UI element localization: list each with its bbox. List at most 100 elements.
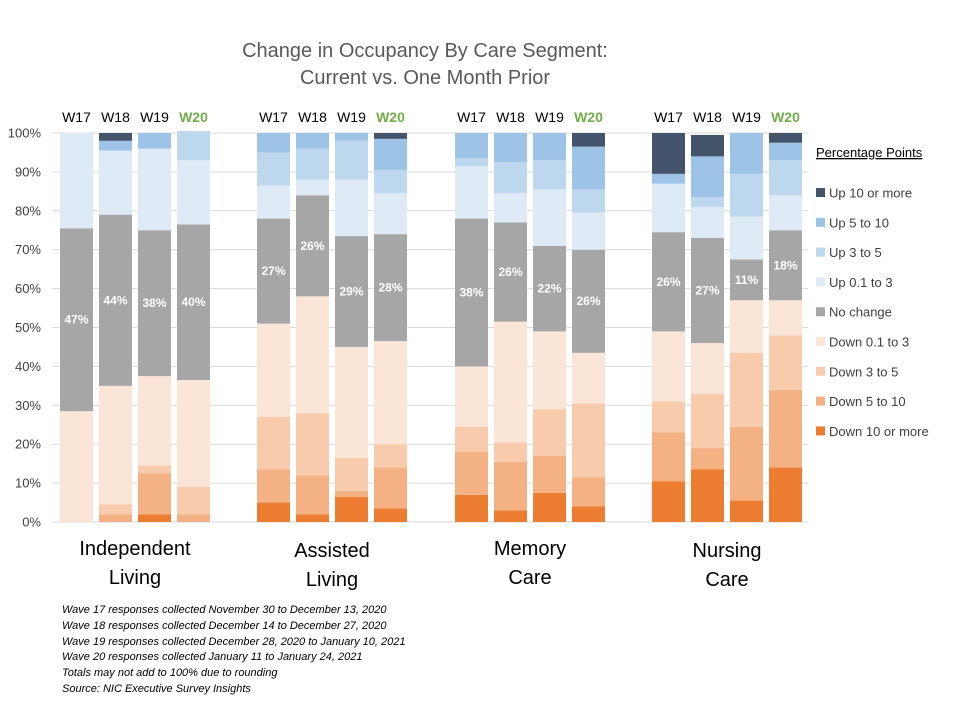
bar-segment xyxy=(691,238,724,344)
bar-segment xyxy=(296,514,329,522)
bar-segment xyxy=(99,140,132,151)
bar-segment xyxy=(455,133,488,159)
chart-title-line-1: Change in Occupancy By Care Segment: xyxy=(242,40,608,62)
bar-segment xyxy=(99,385,132,505)
bar-segment xyxy=(494,321,527,443)
bar-segment xyxy=(177,224,210,381)
bar-segment xyxy=(374,169,407,194)
y-tick-label: 40% xyxy=(15,359,41,374)
legend-swatch xyxy=(816,277,825,287)
bar-segment xyxy=(769,335,802,390)
y-tick-label: 10% xyxy=(15,476,41,491)
footnote-source: Source: NIC Executive Survey Insights xyxy=(62,682,251,695)
y-tick-label: 20% xyxy=(15,437,41,452)
legend-label: Up 5 to 10 xyxy=(829,215,889,230)
bar-segment xyxy=(257,152,290,186)
bar-segment xyxy=(494,222,527,322)
bar-segment xyxy=(730,300,763,353)
bar-segment xyxy=(691,156,724,198)
group-label: Care xyxy=(508,567,551,589)
data-label: 26% xyxy=(498,265,522,279)
legend-swatch xyxy=(816,307,825,317)
bar-segment xyxy=(374,341,407,445)
bar-segment xyxy=(296,475,329,515)
bar-segment xyxy=(177,380,210,487)
data-label: 26% xyxy=(300,239,324,253)
wave-label: W19 xyxy=(337,109,366,125)
wave-label: W18 xyxy=(693,109,722,125)
footnote-wave-19: Wave 19 responses collected December 28,… xyxy=(62,635,406,648)
legend-title: Percentage Points xyxy=(816,145,923,160)
bar-segment xyxy=(730,500,763,522)
bar-segment xyxy=(335,496,368,522)
data-label: 26% xyxy=(656,275,680,289)
bar-segment xyxy=(533,245,566,332)
y-tick-label: 80% xyxy=(15,203,41,218)
bar-segment xyxy=(138,230,171,377)
bar-segment xyxy=(652,401,685,433)
data-label: 28% xyxy=(378,281,402,295)
bar-segment xyxy=(730,259,763,301)
bar-segment xyxy=(455,426,488,452)
bar-segment xyxy=(374,138,407,170)
data-label: 44% xyxy=(103,293,127,307)
bar-segment xyxy=(296,133,329,149)
bar-segment xyxy=(60,133,93,229)
bar-segment xyxy=(99,214,132,386)
data-label: 26% xyxy=(576,294,600,308)
group-label: Care xyxy=(705,569,748,591)
bar-segment xyxy=(296,179,329,196)
legend-label: Down 0.1 to 3 xyxy=(829,335,909,350)
wave-label: W20 xyxy=(376,109,405,125)
bar-segment xyxy=(257,218,290,324)
wave-label: W17 xyxy=(259,109,288,125)
bar-segment xyxy=(769,230,802,301)
bar-group: 26% W17 27% W18 11% W19 18% W20 Nursing Care xyxy=(652,109,802,591)
y-tick-label: 100% xyxy=(8,126,42,141)
bar-segment xyxy=(374,467,407,509)
bar-segment xyxy=(533,492,566,522)
bar-segment xyxy=(455,451,488,495)
footnote-wave-17: Wave 17 responses collected November 30 … xyxy=(62,604,387,616)
bar-segment xyxy=(99,514,132,522)
bar-group: 27% W17 26% W18 29% W19 28% W20 Assisted Living xyxy=(257,109,407,591)
bar-segment xyxy=(374,193,407,235)
bar-segment xyxy=(769,300,802,336)
bar-segment xyxy=(138,514,171,522)
bar-segment xyxy=(769,389,802,468)
legend-swatch xyxy=(816,247,825,257)
bar-segment xyxy=(691,206,724,239)
bar-segment xyxy=(335,133,368,141)
bar-segment xyxy=(335,490,368,497)
data-label: 38% xyxy=(459,285,483,299)
legend-swatch xyxy=(816,426,825,436)
y-tick-label: 70% xyxy=(15,242,41,257)
bar-segment xyxy=(257,416,290,470)
bar-segment xyxy=(296,413,329,476)
y-tick-label: 90% xyxy=(15,164,41,179)
bar-segment xyxy=(652,432,685,482)
y-tick-label: 30% xyxy=(15,398,41,413)
group-label: Living xyxy=(109,567,161,589)
bar-segment xyxy=(257,469,290,503)
bar-segment xyxy=(494,442,527,462)
legend-label: Down 5 to 10 xyxy=(829,394,906,409)
bar-segment xyxy=(572,146,605,190)
bar-segment xyxy=(572,352,605,404)
bar-segment xyxy=(177,160,210,225)
legend-swatch xyxy=(816,366,825,376)
legend-label: Down 10 or more xyxy=(829,424,929,439)
data-label: 38% xyxy=(142,296,166,310)
legend-label: Up 3 to 5 xyxy=(829,245,882,260)
data-label: 27% xyxy=(261,264,285,278)
bar-segment xyxy=(572,477,605,507)
bar-segment xyxy=(177,131,210,161)
bar-segment xyxy=(691,448,724,470)
wave-label: W19 xyxy=(732,109,761,125)
legend-swatch xyxy=(816,396,825,406)
bar-segment xyxy=(335,457,368,491)
bar-segment xyxy=(652,133,685,174)
bar-segment xyxy=(494,193,527,223)
bar-segment xyxy=(374,234,407,342)
